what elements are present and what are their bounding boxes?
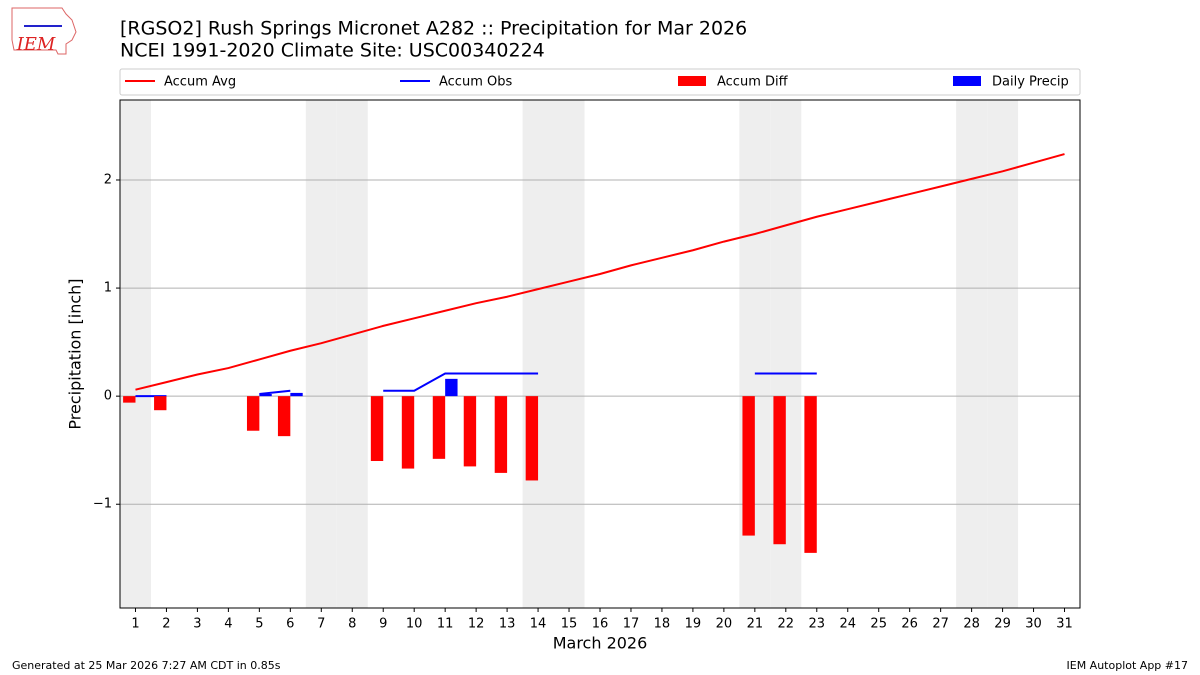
bar — [277, 396, 291, 437]
x-tick-label: 5 — [255, 617, 263, 632]
weekend-shade — [553, 100, 585, 608]
legend-label: Accum Obs — [439, 75, 512, 90]
legend-swatch — [953, 76, 981, 86]
x-tick-label: 27 — [932, 617, 949, 632]
footer-right: IEM Autoplot App #17 — [1067, 659, 1189, 672]
bar — [773, 396, 786, 545]
x-tick-label: 8 — [348, 617, 356, 632]
y-tick-label: 2 — [104, 172, 112, 187]
x-axis-label: March 2026 — [553, 634, 648, 653]
chart-title: [RGSO2] Rush Springs Micronet A282 :: Pr… — [120, 18, 747, 40]
x-tick-label: 14 — [530, 617, 547, 632]
bar — [804, 396, 817, 553]
x-tick-label: 16 — [592, 617, 609, 632]
x-tick-label: 6 — [286, 617, 294, 632]
x-tick-label: 15 — [561, 617, 578, 632]
bar — [432, 396, 446, 459]
x-tick-label: 4 — [224, 617, 232, 632]
x-tick-label: 21 — [747, 617, 764, 632]
bar — [154, 396, 167, 411]
weekend-shade — [987, 100, 1019, 608]
weekend-shade — [120, 100, 151, 608]
x-tick-label: 9 — [379, 617, 387, 632]
x-tick-label: 12 — [468, 617, 485, 632]
y-tick-label: 1 — [104, 281, 112, 296]
x-tick-label: 20 — [716, 617, 733, 632]
weekend-shade — [336, 100, 368, 608]
legend-label: Accum Diff — [717, 75, 789, 90]
x-tick-label: 11 — [437, 617, 454, 632]
legend-label: Daily Precip — [992, 75, 1069, 90]
x-tick-label: 29 — [994, 617, 1011, 632]
bar — [525, 396, 539, 481]
chart-subtitle: NCEI 1991-2020 Climate Site: USC00340224 — [120, 40, 545, 62]
bar — [246, 396, 260, 431]
bar — [463, 396, 477, 467]
bar — [742, 396, 755, 536]
x-tick-label: 23 — [809, 617, 826, 632]
weekend-shade — [305, 100, 337, 608]
bar — [370, 396, 384, 462]
x-tick-label: 19 — [685, 617, 702, 632]
y-tick-label: 0 — [104, 389, 112, 404]
bar — [259, 393, 272, 397]
x-tick-label: 17 — [623, 617, 640, 632]
x-tick-label: 18 — [654, 617, 671, 632]
y-tick-label: −1 — [93, 497, 112, 512]
bar — [445, 378, 458, 397]
logo-outline — [11, 7, 77, 55]
weekend-shade — [956, 100, 988, 608]
bar — [123, 396, 136, 403]
x-tick-label: 3 — [193, 617, 201, 632]
y-axis-label: Precipitation [inch] — [66, 278, 85, 429]
x-tick-label: 26 — [901, 617, 918, 632]
x-tick-label: 1 — [131, 617, 139, 632]
bar — [494, 396, 508, 473]
logo: IEM — [11, 7, 77, 55]
x-tick-label: 30 — [1025, 617, 1042, 632]
x-tick-label: 2 — [162, 617, 170, 632]
x-tick-label: 24 — [839, 617, 856, 632]
x-tick-label: 31 — [1056, 617, 1073, 632]
plot-area — [120, 100, 1080, 608]
legend-label: Accum Avg — [164, 75, 236, 90]
plot-frame — [119, 99, 1081, 609]
x-tick-label: 10 — [406, 617, 423, 632]
bar — [290, 392, 303, 397]
footer-left: Generated at 25 Mar 2026 7:27 AM CDT in … — [12, 659, 281, 672]
series-line — [135, 372, 817, 398]
bar — [401, 396, 415, 469]
weekend-shade — [522, 100, 554, 608]
x-tick-label: 25 — [870, 617, 887, 632]
series-line — [135, 153, 1065, 391]
x-tick-label: 28 — [963, 617, 980, 632]
logo-text: IEM — [16, 34, 56, 55]
legend-box — [119, 68, 1081, 96]
x-tick-label: 13 — [499, 617, 516, 632]
legend-swatch — [678, 76, 706, 86]
x-tick-label: 7 — [317, 617, 325, 632]
x-tick-label: 22 — [778, 617, 795, 632]
